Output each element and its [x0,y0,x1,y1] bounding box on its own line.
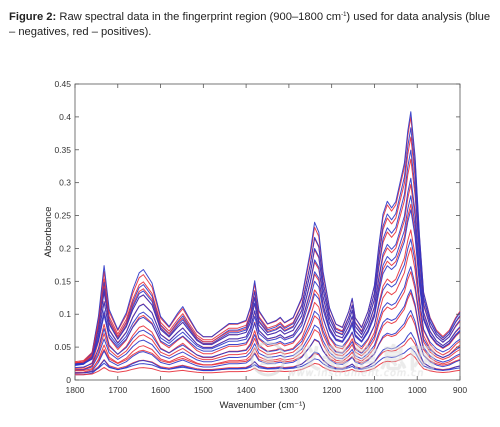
spectrum-line-negatives-7 [74,266,461,369]
x-axis-label: Wavenumber (cm⁻¹) [220,400,306,411]
y-tick-label: 0.1 [59,309,71,319]
spectrum-line-negatives-8 [74,289,461,371]
spectrum-line-negatives-5 [74,209,461,365]
caption-superscript: -1 [341,12,347,18]
caption-label: Figure 2: [9,11,57,23]
spectrum-line-positives-8 [74,292,461,373]
spectrum-line-positives-11 [74,353,461,376]
spectrum-line-negatives-10 [74,331,461,376]
spectrum-line-positives-9 [74,314,461,372]
x-tick-label: 1800 [66,385,85,395]
x-tick-label: 1400 [237,385,256,395]
spectrum-line-positives-7 [74,271,461,371]
spectrum-line-positives-5 [74,229,461,369]
figure-caption: Figure 2: Raw spectral data in the finge… [9,8,493,40]
y-tick-label: 0.2 [59,243,71,253]
caption-text-end: ) used for data analysis (blue – negativ… [9,11,491,38]
spectrum-line-negatives-1 [74,127,461,366]
y-tick-label: 0.15 [54,276,71,286]
x-tick-label: 1200 [322,385,341,395]
x-tick-label: 1500 [194,385,213,395]
spectrum-line-negatives-0 [74,111,461,364]
x-tick-label: 1700 [108,385,127,395]
x-tick-label: 1300 [279,385,298,395]
spectrum-line-negatives-4 [74,195,461,366]
y-tick-label: 0.3 [59,178,71,188]
y-axis-label: Absorbance [43,207,54,258]
x-tick-label: 1000 [408,385,427,395]
y-tick-label: 0.05 [54,342,71,352]
y-tick-label: 0.4 [59,112,71,122]
x-tick-label: 900 [453,385,467,395]
caption-text: Raw spectral data in the fingerprint reg… [56,11,342,23]
spectrum-line-negatives-3 [74,177,461,365]
x-tick-label: 1600 [151,385,170,395]
spectrum-line-negatives-6 [74,238,461,365]
spectrum-line-negatives-9 [74,309,461,374]
y-tick-label: 0.25 [54,211,71,221]
spectrum-line-positives-6 [74,247,461,371]
y-tick-label: 0.35 [54,145,71,155]
x-tick-label: 1100 [365,385,384,395]
spectrum-line-negatives-11 [74,347,461,374]
y-tick-label: 0.45 [54,79,71,89]
y-tick-label: 0 [66,375,71,385]
spectrum-line-negatives-2 [74,149,461,366]
